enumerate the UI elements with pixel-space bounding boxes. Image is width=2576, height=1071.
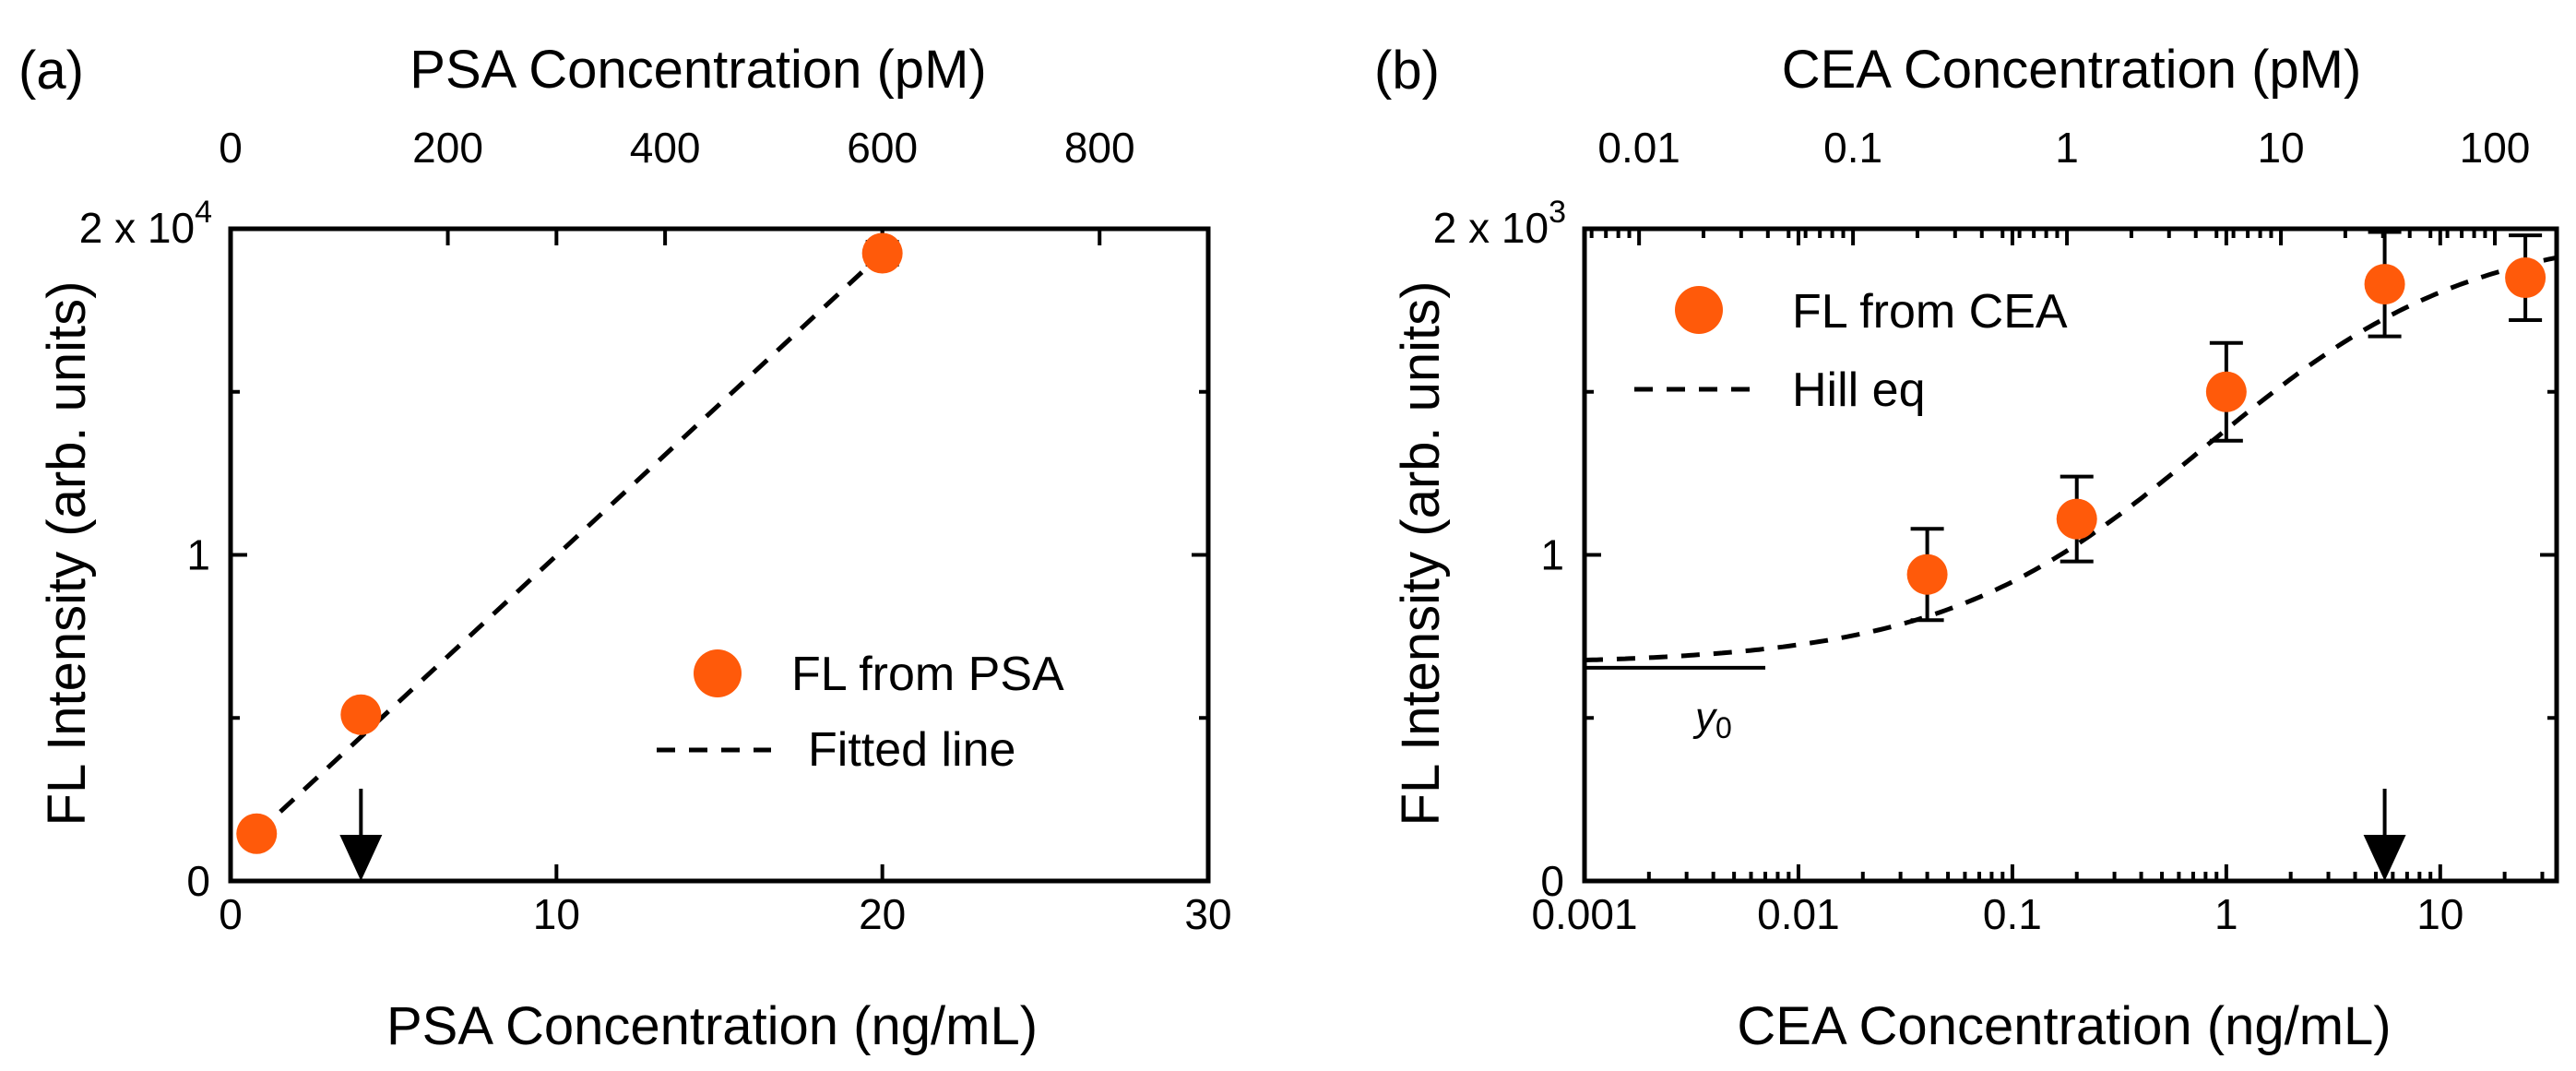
x-tick-label-0p01: 0.01 [1757,890,1840,938]
data-point-3 [2364,264,2405,305]
x2-tick-label-0: 0 [219,124,243,172]
legend-label-cea: FL from CEA [1792,285,2068,339]
data-points-b [1906,257,2546,595]
data-point-0 [236,813,278,854]
plot-frame-a [228,226,1211,884]
arrow-a [339,789,383,881]
legend-a: FL from PSA Fitted line [657,648,1064,777]
x2-tick-label-0p1: 0.1 [1823,124,1882,172]
x2-tick-label-400: 400 [630,124,701,172]
y-axis-title-b: FL Intensity (arb. units) [1391,281,1451,827]
panel-label-b: (b) [1374,41,1440,101]
arrow-head [2363,835,2406,881]
data-point-4 [2505,257,2546,299]
x2-tick-label-10: 10 [2257,124,2304,172]
plot-frame-b [1582,226,2559,884]
x2-tick-label-200: 200 [412,124,483,172]
y-tick-label-1000: 1 [1540,531,1564,579]
x-tick-label-10: 10 [533,890,580,938]
data-point-2 [2205,371,2247,412]
panel-label-a: (a) [18,41,84,101]
legend-b: FL from CEA Hill eq [1634,285,2068,417]
x-tick-label-1: 1 [2214,890,2238,938]
x2-tick-label-100: 100 [2460,124,2531,172]
hill-curve [1584,255,2558,663]
y-top-label-exp-a: 4 [195,195,212,230]
x-tick-label-0: 0 [219,890,243,938]
x-tick-label-20: 20 [859,890,906,938]
error-bars-a [240,240,899,841]
arrow-b [2363,789,2406,881]
y-top-label-exp-b: 3 [1549,195,1566,230]
top-axis-title-a: PSA Concentration (pM) [410,40,986,100]
data-point-1 [2056,498,2097,540]
arrow-head [339,835,383,881]
y-top-label-b: 2 x 103 [1433,195,1566,252]
x2-tick-label-600: 600 [847,124,918,172]
x-tick-label-0p001: 0.001 [1531,890,1637,938]
y-tick-label-10000: 1 [186,531,210,579]
legend-marker-a [694,649,742,697]
x2-tick-label-0p01: 0.01 [1597,124,1680,172]
x2-tick-label-1: 1 [2055,124,2079,172]
ticks-b [1583,227,2557,883]
x-tick-label-10: 10 [2416,890,2463,938]
x-tick-label-30: 30 [1184,890,1231,938]
legend-marker-b [1675,286,1723,334]
fitted-line [255,251,884,836]
y-tick-label-0: 0 [186,857,210,905]
top-axis-title-b: CEA Concentration (pM) [1782,40,2362,100]
x2-tick-label-800: 800 [1064,124,1135,172]
bottom-axis-title-a: PSA Concentration (ng/mL) [386,996,1038,1056]
data-point-1 [340,694,382,735]
bottom-axis-title-b: CEA Concentration (ng/mL) [1737,996,2391,1056]
data-points-a [236,232,903,854]
y-axis-title-a: FL Intensity (arb. units) [37,281,97,827]
y0-label: y0 [1692,695,1732,744]
y-top-label-base-b: 2 x 10 [1433,204,1549,252]
y0-label-sub: 0 [1715,711,1732,744]
x-tick-label-0p1: 0.1 [1983,890,2042,938]
panel-b: (b) CEA Concentration (pM) CEA Concentra… [1374,40,2559,1056]
data-point-2 [861,232,903,274]
ticks-a [229,227,1210,883]
legend-label-fitted: Fitted line [808,723,1015,777]
y-top-label-a: 2 x 104 [79,195,212,252]
y0-label-sym: y [1692,695,1718,740]
tick-labels-a: 0 10 20 30 0 200 400 600 800 0 1 [186,124,1231,938]
legend-label-hill: Hill eq [1792,363,1926,417]
tick-labels-b: 0.001 0.01 0.1 1 10 0.01 0.1 1 10 100 0 1 [1531,124,2530,938]
legend-label-psa: FL from PSA [791,648,1064,701]
data-point-0 [1906,553,1948,595]
y-top-label-base-a: 2 x 10 [79,204,195,252]
panel-a: (a) PSA Concentration (pM) PSA Concentra… [18,40,1232,1056]
y-tick-label-0: 0 [1540,857,1564,905]
